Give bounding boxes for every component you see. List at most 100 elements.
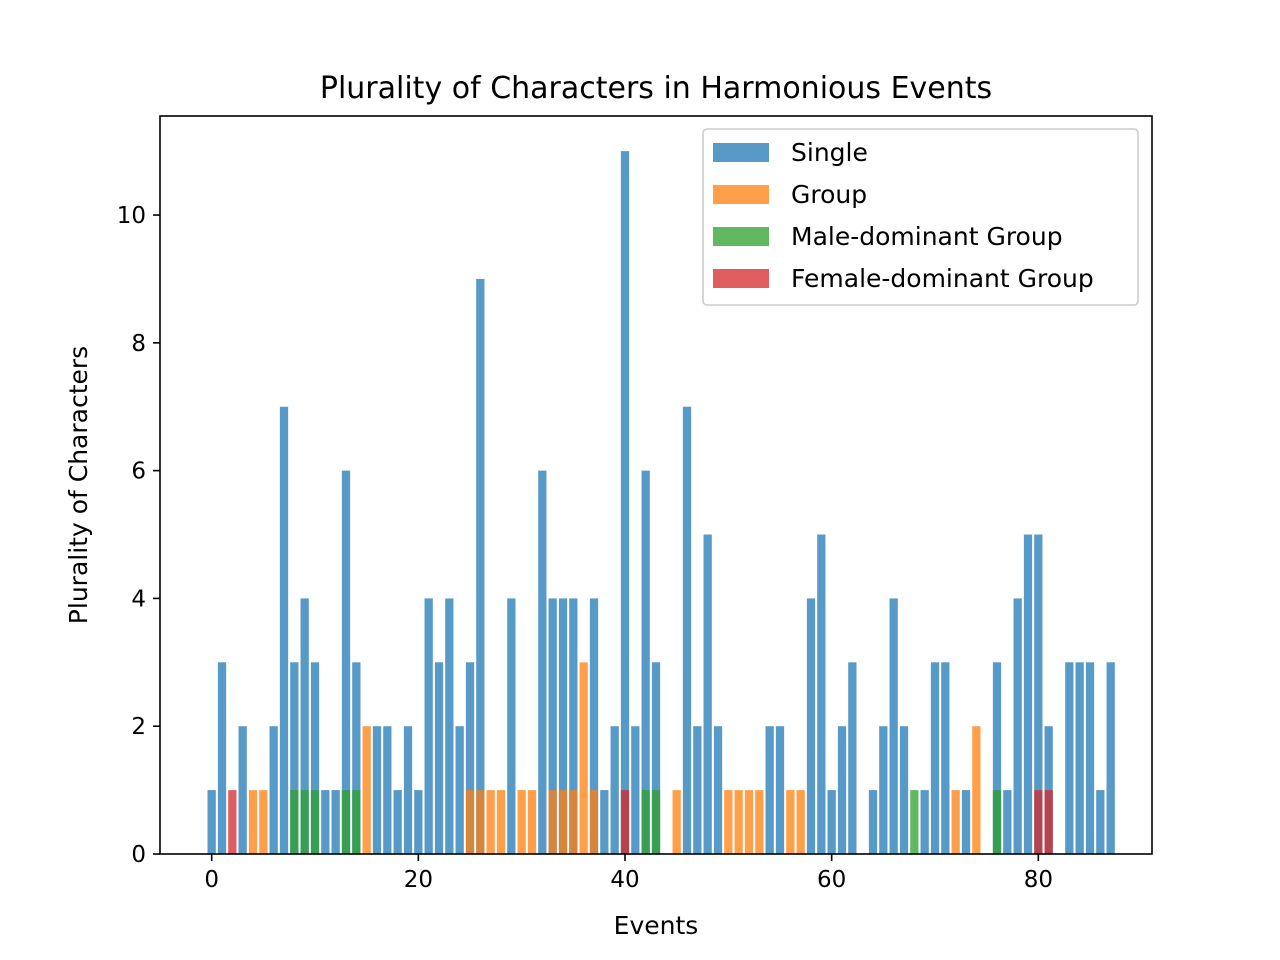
x-tick-label: 60: [817, 867, 846, 893]
bar: [786, 790, 795, 854]
bar: [817, 534, 826, 854]
bar: [465, 662, 475, 854]
bar: [455, 726, 464, 854]
bar: [827, 790, 836, 854]
legend-swatch: [713, 143, 769, 162]
legend-swatch: [713, 185, 769, 204]
bar: [806, 598, 816, 854]
y-axis-ticks: 0 2 4 6 8 10: [117, 203, 160, 868]
bar: [290, 662, 299, 854]
y-tick-label: 6: [131, 459, 146, 485]
bar: [321, 790, 330, 854]
bar: [424, 598, 433, 854]
bar: [517, 790, 526, 854]
bar: [848, 662, 857, 854]
x-axis-title: Events: [614, 911, 699, 940]
bar: [589, 790, 599, 854]
bar: [569, 790, 578, 854]
y-tick-label: 2: [131, 714, 146, 740]
bar: [259, 790, 268, 854]
bar: [1096, 790, 1105, 854]
bar: [589, 598, 599, 854]
bar: [300, 790, 309, 854]
bar: [879, 726, 888, 854]
legend: Single Group Male-dominant Group Female-dom…: [702, 128, 1139, 306]
legend-swatch: [713, 269, 769, 288]
bar: [569, 598, 578, 854]
bar: [207, 790, 216, 854]
bar: [445, 598, 454, 854]
bar: [1075, 662, 1084, 854]
y-tick-label: 4: [131, 586, 146, 612]
bar: [310, 662, 320, 854]
legend-swatch: [713, 227, 769, 246]
bar: [352, 790, 361, 854]
bar: [465, 790, 475, 854]
bar: [620, 151, 630, 854]
legend-label: Group: [791, 180, 867, 209]
legend-label: Single: [791, 138, 868, 167]
bar: [641, 790, 650, 854]
bar: [641, 470, 650, 854]
bar: [341, 790, 351, 854]
bar: [951, 790, 960, 854]
bar: [620, 790, 630, 854]
bar: [734, 790, 743, 854]
bar: [538, 470, 547, 854]
bar: [651, 662, 661, 854]
y-tick-label: 10: [117, 203, 146, 229]
bar: [693, 726, 702, 854]
bar: [248, 790, 258, 854]
bar: [372, 726, 382, 854]
series-3: [228, 790, 1053, 854]
bar: [868, 790, 878, 854]
bar: [310, 790, 320, 854]
bar: [362, 726, 371, 854]
bar: [217, 662, 227, 854]
bar: [548, 598, 557, 854]
bar: [507, 598, 516, 854]
y-tick-label: 0: [131, 842, 146, 868]
bar: [434, 662, 444, 854]
bar: [486, 790, 495, 854]
bar: [992, 790, 1002, 854]
bar: [1065, 662, 1074, 854]
y-axis-title: Plurality of Characters: [64, 346, 93, 624]
bar: [1044, 790, 1053, 854]
bar: [331, 790, 340, 854]
x-tick-label: 80: [1024, 867, 1053, 893]
x-axis-ticks: 0 20 40 60 80: [204, 854, 1053, 893]
bar: [548, 790, 557, 854]
bar: [600, 790, 609, 854]
bar: [290, 790, 299, 854]
bar: [527, 790, 537, 854]
bar: [1034, 790, 1043, 854]
bar: [393, 790, 402, 854]
y-tick-label: 8: [131, 331, 146, 357]
x-tick-label: 0: [204, 867, 219, 893]
bar: [341, 470, 351, 854]
bar: [228, 790, 237, 854]
bar: [775, 726, 785, 854]
bar: [1023, 534, 1033, 854]
bar: [744, 790, 754, 854]
bar: [972, 726, 981, 854]
bar: [558, 790, 568, 854]
bar: [269, 726, 278, 854]
bar: [651, 790, 661, 854]
bar: [1013, 598, 1022, 854]
bar: [765, 726, 774, 854]
plot-area-frame: [159, 115, 1153, 855]
legend-items: Single Group Male-dominant Group Female-dom…: [713, 138, 1094, 293]
bar: [899, 726, 909, 854]
bar: [724, 790, 733, 854]
bar: [1106, 662, 1115, 854]
bar: [672, 790, 681, 854]
bar: [837, 726, 847, 854]
bars-layer: [207, 151, 1115, 854]
bar: [403, 726, 413, 854]
bar: [920, 790, 929, 854]
series-1: [248, 662, 981, 854]
